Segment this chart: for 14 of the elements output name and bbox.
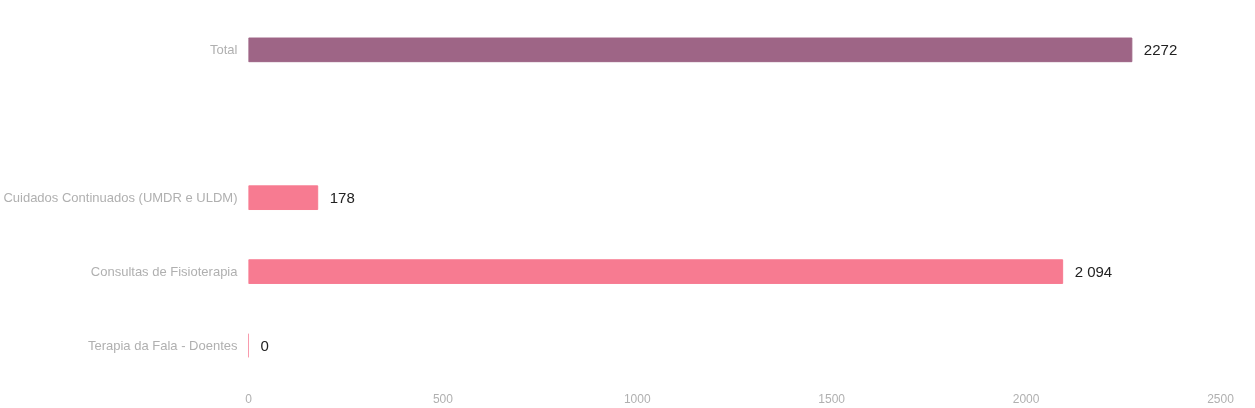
x-tick-label: 2000 (1012, 391, 1040, 406)
y-tick-label: Consultas de Fisioterapia (90, 264, 239, 280)
y-tick-label: Terapia da Fala - Doentes (87, 338, 238, 354)
data-label: 2272 (1143, 40, 1178, 58)
data-label: 0 (260, 336, 269, 354)
x-tick-label: 0 (245, 391, 253, 406)
data-label: 2 094 (1074, 263, 1113, 281)
data-label: 178 (329, 188, 355, 206)
x-tick-label: 1000 (623, 391, 651, 406)
y-tick-label: Cuidados Continuados (UMDR e ULDM) (3, 190, 238, 206)
x-tick-label: 500 (432, 391, 454, 406)
x-tick-label: 1500 (818, 391, 846, 406)
y-tick-label: Total (210, 42, 238, 58)
x-tick-label: 2500 (1207, 391, 1235, 406)
